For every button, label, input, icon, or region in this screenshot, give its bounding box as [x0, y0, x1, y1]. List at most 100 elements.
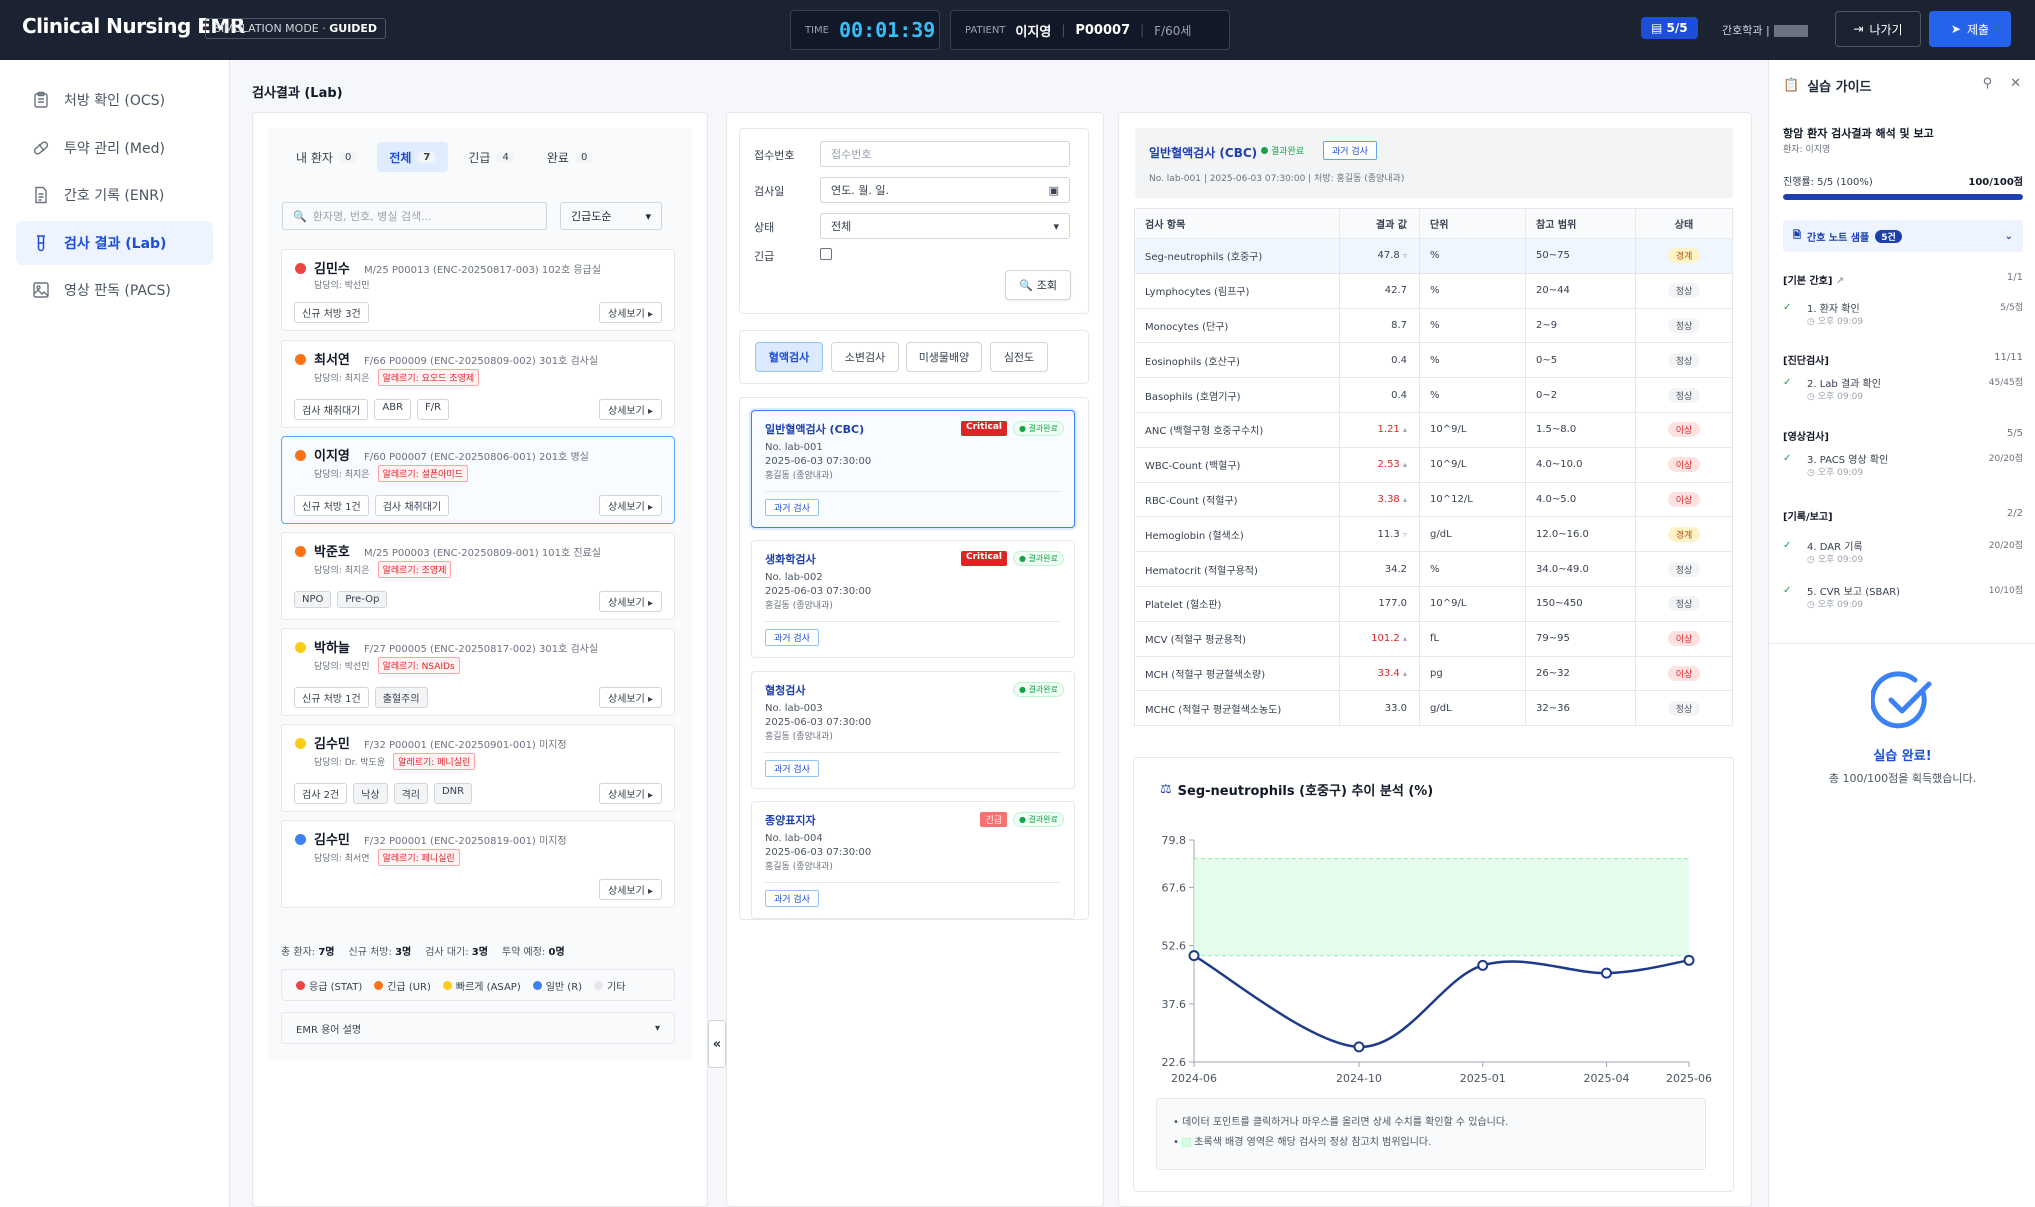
data-point[interactable] [1683, 954, 1695, 966]
result-row[interactable]: MCV (적혈구 평균용적) 101.2 ▴ fL 79~95 이상 [1134, 620, 1733, 657]
urgent-checkbox[interactable] [820, 248, 832, 260]
lab-card[interactable]: 혈청검사 ● 결과완료 No. lab-003 2025-06-03 07:30:… [751, 671, 1075, 789]
emr-glossary-toggle[interactable]: EMR 용어 설명 ▾ [281, 1012, 675, 1044]
result-row[interactable]: ANC (백혈구형 호중구수치) 1.21 ▴ 10^9/L 1.5~8.0 이상 [1134, 411, 1733, 448]
detail-button[interactable]: 상세보기 ▸ [599, 302, 662, 323]
receipt-number-input[interactable]: 접수번호 [820, 141, 1070, 167]
patient-card[interactable]: 최서연 F/66 P00009 (ENC-20250809-002) 301호 … [281, 340, 675, 428]
detail-button[interactable]: 상세보기 ▸ [599, 879, 662, 900]
category-ecg[interactable]: 심전도 [990, 342, 1048, 372]
result-row[interactable]: RBC-Count (적혈구) 3.38 ▴ 10^12/L 4.0~5.0 이상 [1134, 481, 1733, 518]
microscope-icon: ⚖ [1160, 782, 1172, 797]
top-bar: Clinical Nursing EMR SIMULATION MODE · G… [0, 0, 2035, 60]
detail-button[interactable]: 상세보기 ▸ [599, 399, 662, 420]
lab-card-selected[interactable]: 일반혈액검사 (CBC) Critical ● 결과완료 No. lab-001 2… [751, 410, 1075, 528]
result-row[interactable]: MCHC (적혈구 평균혈색소농도) 33.0 g/dL 32~36 정상 [1134, 690, 1733, 727]
exit-button[interactable]: ⇥ 나가기 [1835, 11, 1921, 47]
detail-button[interactable]: 상세보기 ▸ [599, 783, 662, 804]
chevron-down-icon: ⌄ [2004, 230, 2013, 242]
status-select[interactable]: 전체 ▾ [820, 213, 1070, 239]
patient-search-input[interactable]: 🔍 환자명, 번호, 병실 검색... [282, 202, 547, 230]
close-icon[interactable]: ✕ [2010, 76, 2021, 91]
clipboard-icon [34, 91, 48, 108]
check-icon: ✓ [1783, 377, 1792, 388]
detail-button[interactable]: 상세보기 ▸ [599, 591, 662, 612]
patient-card[interactable]: 박준호 M/25 P00003 (ENC-20250809-001) 101호 … [281, 532, 675, 620]
allergy-badge: 알레르기: 페니실린 [377, 849, 460, 866]
tab-all[interactable]: 전체 7 [377, 142, 449, 172]
guide-task-title: 항암 환자 검사결과 해석 및 보고 [1783, 127, 1934, 140]
past-test-button[interactable]: 과거 검사 [765, 890, 819, 907]
data-point[interactable] [1188, 950, 1200, 962]
nursing-notes-toggle[interactable]: 🗎 간호 노트 샘플 5건 ⌄ [1783, 220, 2023, 252]
exit-icon: ⇥ [1853, 22, 1864, 36]
sidebar-item-ocs[interactable]: 처방 확인 (OCS) [16, 78, 213, 122]
test-name: RBC-Count (적혈구) [1134, 481, 1340, 518]
test-value: 34.2 [1339, 551, 1420, 587]
test-range: 26~32 [1525, 655, 1636, 692]
elapsed-timer: 00:01:39 [839, 18, 936, 42]
past-test-button[interactable]: 과거 검사 [765, 499, 819, 516]
legend-dot [532, 980, 542, 990]
critical-badge: Critical [961, 551, 1008, 566]
data-point[interactable] [1353, 1041, 1365, 1053]
tab-my-patients[interactable]: 내 환자 0 [284, 142, 369, 172]
status-badge: 정상 [1667, 387, 1701, 403]
lab-card[interactable]: 종양표지자 긴급 ● 결과완료 No. lab-004 2025-06-03 07:… [751, 801, 1075, 919]
patient-tag: F/R [417, 399, 450, 420]
progress-fill [1783, 194, 2023, 200]
past-test-button[interactable]: 과거 검사 [765, 760, 819, 777]
tab-completed[interactable]: 완료 0 [535, 142, 605, 172]
sidebar-item-enr[interactable]: 간호 기록 (ENR) [16, 173, 213, 217]
detail-button[interactable]: 상세보기 ▸ [599, 495, 662, 516]
test-value: 11.3 ▿ [1339, 516, 1420, 553]
legend-dot [296, 980, 305, 990]
result-row[interactable]: Lymphocytes (림프구) 42.7 % 20~44 정상 [1134, 272, 1733, 309]
divider [1769, 643, 2035, 644]
submit-button[interactable]: ➤ 제출 [1929, 11, 2011, 47]
patient-tag: 신규 처방 1건 [294, 687, 369, 708]
result-row[interactable]: Seg-neutrophils (호중구) 47.8 ▿% 50~75 경계 [1134, 238, 1733, 274]
category-urine[interactable]: 소변검사 [831, 342, 899, 372]
lab-card[interactable]: 생화학검사 Critical ● 결과완료 No. lab-002 2025-06-… [751, 540, 1075, 658]
sidebar-item-lab[interactable]: 검사 결과 (Lab) [16, 221, 213, 265]
sidebar-item-med[interactable]: 투약 관리 (Med) [16, 126, 213, 170]
sidebar-item-pacs[interactable]: 영상 판독 (PACS) [16, 268, 213, 312]
trend-chart[interactable]: 22.6 37.6 52.6 67.6 79.8 2024-06 2024-10 2025-0… [1134, 798, 1735, 1108]
patient-card[interactable]: 김수민 F/32 P00001 (ENC-20250901-001) 미지정 담… [281, 724, 675, 812]
test-date-input[interactable]: 연도. 월. 일. ▣ [820, 177, 1070, 203]
guide-progress: 진행률: 5/5 (100%) 100/100점 [1783, 173, 2023, 200]
result-row[interactable]: WBC-Count (백혈구) 2.53 ▴ 10^9/L 4.0~10.0 이상 [1134, 446, 1733, 483]
result-row[interactable]: Platelet (혈소판) 177.0 10^9/L 150~450 정상 [1134, 585, 1733, 622]
result-row[interactable]: Hemoglobin (혈색소) 11.3 ▿ g/dL 12.0~16.0 경계 [1134, 516, 1733, 553]
allergy-badge: 알레르기: NSAIDs [377, 657, 460, 674]
tab-urgent[interactable]: 긴급 4 [456, 142, 526, 172]
result-row[interactable]: Hematocrit (적혈구용적) 34.2 % 34.0~49.0 정상 [1134, 551, 1733, 587]
urgent-badge: 긴급 [980, 812, 1008, 827]
search-button[interactable]: 🔍 조회 [1005, 270, 1071, 300]
detail-button[interactable]: 상세보기 ▸ [599, 687, 662, 708]
data-point[interactable] [1477, 959, 1489, 971]
result-row[interactable]: Monocytes (단구) 8.7 % 2~9 정상 [1134, 307, 1733, 344]
test-name: Basophils (호염기구) [1134, 377, 1340, 413]
result-row[interactable]: MCH (적혈구 평균혈색소량) 33.4 ▴ pg 26~32 이상 [1134, 655, 1733, 692]
patient-card-selected[interactable]: 이지영 F/60 P00007 (ENC-20250806-001) 201호 … [281, 436, 675, 524]
pill-icon [33, 141, 49, 155]
sort-select[interactable]: 긴급도순 ▾ [560, 202, 662, 230]
result-row[interactable]: Eosinophils (호산구) 0.4 % 0~5 정상 [1134, 342, 1733, 379]
task-progress-badge[interactable]: ▤ 5/5 [1641, 17, 1698, 39]
past-test-button[interactable]: 과거 검사 [765, 629, 819, 646]
result-row[interactable]: Basophils (호염기구) 0.4 % 0~2 정상 [1134, 377, 1733, 413]
patient-card[interactable]: 박하늘 F/27 P00005 (ENC-20250817-002) 301호 … [281, 628, 675, 716]
past-test-button[interactable]: 과거 검사 [1323, 141, 1377, 160]
patient-card[interactable]: 김민수 M/25 P00013 (ENC-20250817-003) 102호 … [281, 249, 675, 331]
patient-card[interactable]: 김수민 F/32 P00001 (ENC-20250819-001) 미지정 담… [281, 820, 675, 908]
document-icon: 🗎 [1793, 229, 1802, 241]
priority-dot [295, 263, 306, 274]
pin-icon[interactable]: ⚲ [1982, 76, 1993, 91]
data-point[interactable] [1601, 967, 1612, 979]
category-blood[interactable]: 혈액검사 [755, 342, 823, 372]
category-culture[interactable]: 미생물배양 [906, 342, 982, 372]
collapse-panel-button[interactable]: « [708, 1020, 726, 1068]
check-icon: ✓ [1783, 302, 1792, 313]
